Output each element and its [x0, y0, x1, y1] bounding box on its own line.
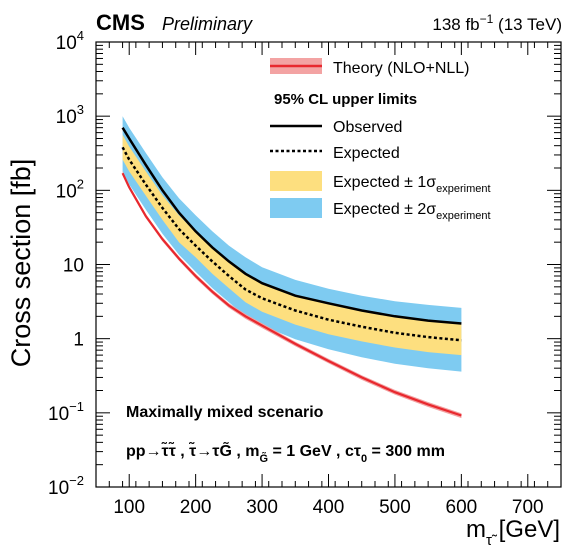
legend-expected-label: Expected [333, 145, 400, 162]
y-tick-exponent: 2 [77, 176, 84, 191]
legend-band2-text: Expected ± 2σ [333, 201, 436, 218]
legend-observed-label: Observed [333, 119, 402, 136]
y-tick-exponent: −2 [69, 473, 84, 488]
experiment-label: CMS [96, 10, 145, 35]
x-tick-label: 100 [113, 497, 145, 518]
y-tick-base: 1 [73, 330, 84, 351]
y-tick-base: 10 [63, 256, 84, 277]
x-tick-label: 700 [512, 497, 544, 518]
energy-label: (13 TeV) [493, 15, 562, 34]
y-tick-base: 10 [48, 478, 69, 499]
y-tick-label: 102 [56, 176, 84, 202]
process-text-c: = 300 mm [367, 443, 445, 460]
legend-header: 95% CL upper limits [274, 91, 417, 108]
band-expected-2sigma [122, 116, 462, 372]
legend-band1-sub: experiment [436, 183, 490, 195]
legend-band1-label: Expected ± 1σexperiment [333, 174, 491, 195]
y-tick-base: 10 [48, 404, 69, 425]
y-tick-label: 10−2 [48, 473, 84, 499]
legend-theory-label: Theory (NLO+NLL) [333, 60, 470, 77]
luminosity-label: 138 fb−1 (13 TeV) [432, 12, 562, 34]
legend-band1-text: Expected ± 1σ [333, 174, 436, 191]
y-tick-exponent: 3 [77, 102, 84, 117]
y-tick-base: 10 [56, 181, 77, 202]
y-tick-base: 10 [56, 107, 77, 128]
lumi-exponent: −1 [480, 12, 494, 26]
y-tick-label: 1 [73, 330, 84, 351]
y-tick-exponent: 4 [77, 28, 84, 43]
process-annotation: pp→τ̃τ̃ , τ̃→τG̃ , mG̃ = 1 GeV , cτ0 = 3… [126, 440, 445, 465]
status-label: Preliminary [162, 14, 253, 34]
x-tick-label: 600 [446, 497, 478, 518]
x-axis-title-unit: [GeV] [492, 516, 560, 543]
y-tick-exponent: −1 [69, 399, 84, 414]
x-tick-label: 400 [313, 497, 345, 518]
y-tick-label: 104 [56, 28, 84, 54]
lumi-value: 138 fb [432, 15, 479, 34]
y-tick-label: 10 [63, 256, 84, 277]
y-tick-label: 10−1 [48, 399, 84, 425]
process-text-a: pp→τ̃τ̃ , τ̃→τG̃ , m [126, 440, 259, 460]
x-tick-label: 500 [379, 497, 411, 518]
legend-band1-swatch [270, 171, 322, 191]
line-theory [121, 172, 462, 417]
scenario-annotation: Maximally mixed scenario [126, 404, 324, 421]
legend: Theory (NLO+NLL) 95% CL upper limits Obs… [270, 58, 491, 222]
process-sub-ctau: 0 [361, 453, 367, 465]
y-tick-label: 103 [56, 102, 84, 128]
y-tick-base: 10 [56, 33, 77, 54]
legend-band2-swatch [270, 198, 322, 218]
legend-band2-label: Expected ± 2σexperiment [333, 201, 491, 222]
band-expected-1sigma [122, 134, 462, 356]
x-tick-label: 300 [246, 497, 278, 518]
x-axis-title: mτ̃ [GeV] [466, 516, 560, 549]
x-axis-title-main: m [466, 516, 486, 543]
line-expected [121, 146, 462, 342]
legend-band2-sub: experiment [436, 210, 490, 222]
axis-ticks: 100 200 300 400 500 600 70010−210−111010210310… [48, 28, 562, 518]
uncertainty-bands [122, 116, 462, 419]
process-sub-gravitino: G̃ [259, 452, 268, 465]
line-observed [121, 127, 462, 325]
x-tick-label: 200 [180, 497, 212, 518]
limit-curves [121, 127, 462, 417]
y-axis-title: Cross section [fb] [6, 159, 36, 368]
process-text-b: = 1 GeV , cτ [268, 443, 361, 460]
